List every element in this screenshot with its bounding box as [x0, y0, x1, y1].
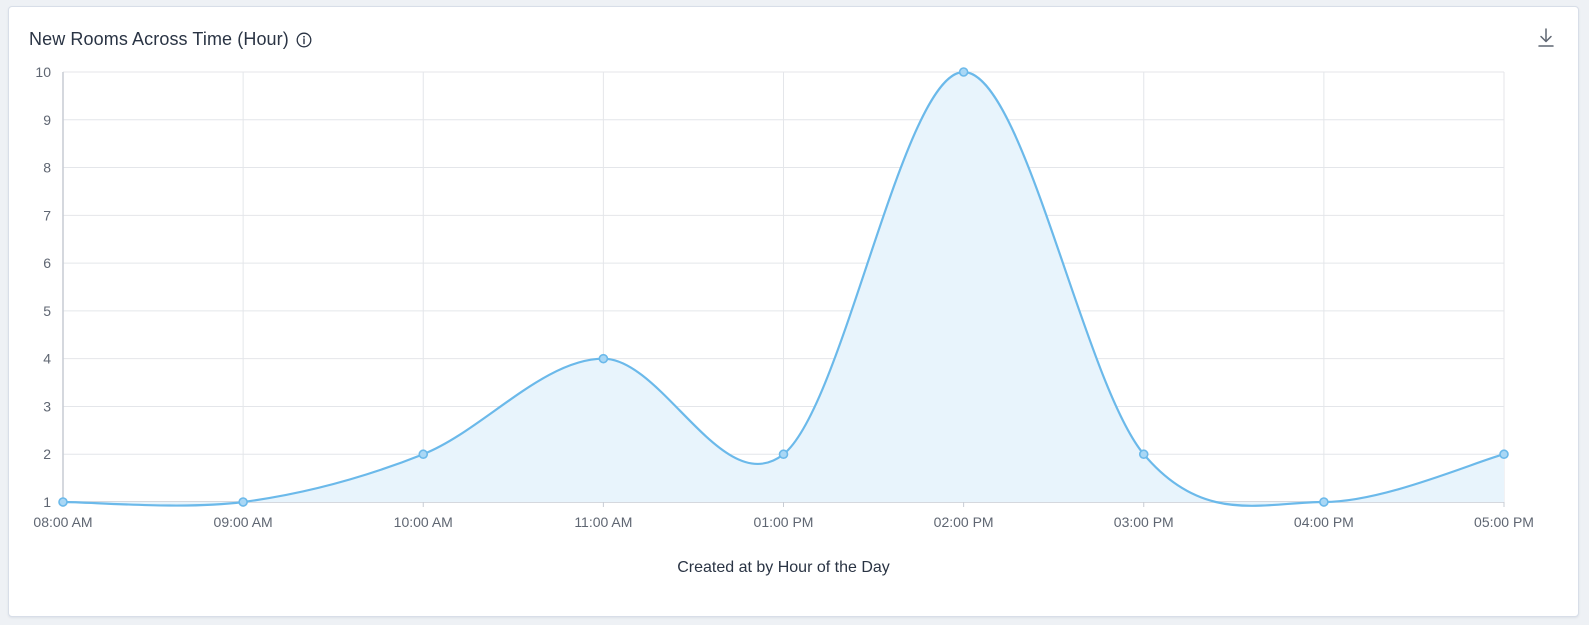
- y-tick-label: 3: [43, 398, 51, 414]
- x-tick-label: 03:00 PM: [1114, 514, 1174, 530]
- y-tick-label: 7: [43, 207, 51, 223]
- x-tick-label: 09:00 AM: [214, 514, 273, 530]
- x-tick-label: 10:00 AM: [394, 514, 453, 530]
- data-point: [58, 497, 68, 507]
- card-header: New Rooms Across Time (Hour): [29, 29, 313, 50]
- y-tick-label: 2: [43, 446, 51, 462]
- data-point: [1499, 449, 1509, 460]
- x-tick-label: 02:00 PM: [934, 514, 994, 530]
- y-tick-label: 8: [43, 160, 51, 176]
- y-tick-label: 10: [35, 64, 51, 80]
- x-tick-label: 08:00 AM: [33, 514, 92, 530]
- data-point: [598, 353, 609, 364]
- y-tick-label: 4: [43, 351, 51, 367]
- data-point: [238, 497, 248, 507]
- x-tick-label: 11:00 AM: [574, 514, 632, 530]
- chart-card: New Rooms Across Time (Hour) 1 2 3 4 5 6 7 8 9 10…: [8, 6, 1579, 617]
- x-axis-title: Created at by Hour of the Day: [677, 559, 890, 576]
- data-point: [418, 449, 429, 460]
- series-line: [62, 70, 1505, 507]
- y-tick-label: 6: [43, 255, 51, 271]
- data-point: [1319, 497, 1329, 507]
- x-tick-label: 05:00 PM: [1474, 514, 1534, 530]
- y-tick-label: 5: [43, 303, 51, 319]
- area-chart: 1 2 3 4 5 6 7 8 9 10 08:00 AM 09:00 AM 10:00 AM 11:00…: [33, 64, 1534, 576]
- y-tick-label: 9: [43, 112, 51, 128]
- info-icon[interactable]: [295, 31, 313, 49]
- chart-title: New Rooms Across Time (Hour): [29, 29, 289, 49]
- x-tick-label: 04:00 PM: [1294, 514, 1354, 530]
- data-point: [1138, 449, 1149, 460]
- y-tick-label: 1: [43, 494, 51, 510]
- x-tick-label: 01:00 PM: [754, 514, 814, 530]
- data-point: [778, 449, 789, 460]
- data-point: [958, 67, 969, 77]
- download-icon[interactable]: [1536, 27, 1556, 49]
